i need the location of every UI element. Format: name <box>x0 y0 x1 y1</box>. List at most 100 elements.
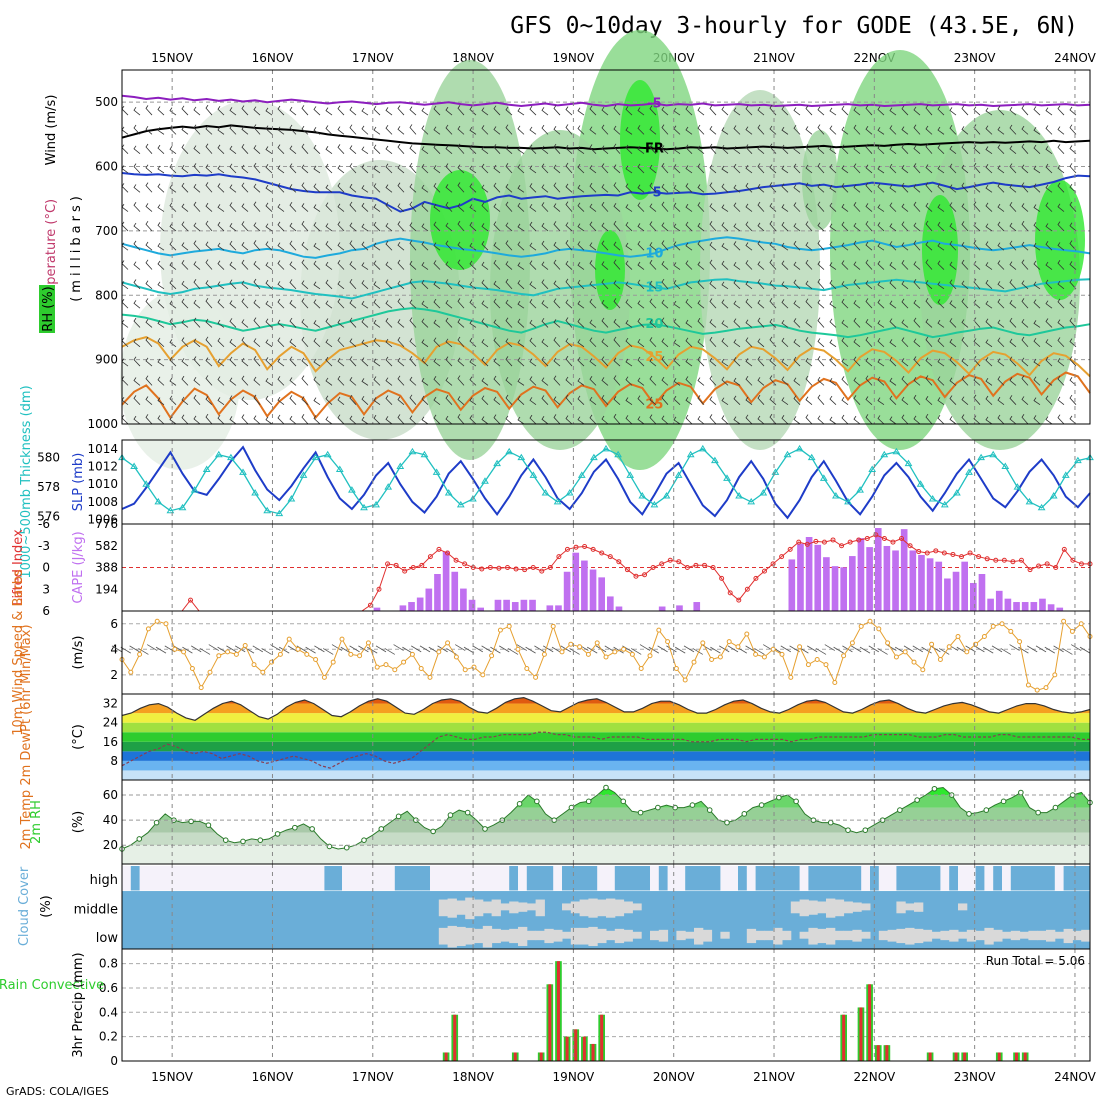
wind-barb <box>1045 279 1053 290</box>
wind-barb <box>733 163 741 174</box>
wind-barb <box>697 279 705 290</box>
wind-barb-10m <box>1000 648 1012 655</box>
wind-barb <box>565 376 573 386</box>
wind-barb <box>133 261 141 270</box>
wind-barb <box>421 395 429 405</box>
wind-barb <box>793 318 801 328</box>
wind-barb <box>745 260 753 270</box>
wind-barb <box>421 300 429 309</box>
thickness-marker <box>130 462 138 470</box>
wind-barb <box>145 182 153 193</box>
cloud-cell-high <box>861 866 871 891</box>
cloud-cell-high <box>192 866 202 891</box>
wind-barb <box>613 143 621 154</box>
wind-barb-10m <box>921 646 932 654</box>
thickness-marker <box>287 494 296 502</box>
wind-barb <box>601 261 609 270</box>
wind-barb <box>205 336 213 348</box>
upper-rh-shading <box>120 30 1085 470</box>
wind-barb <box>973 260 981 270</box>
wind-barb <box>817 278 825 290</box>
cloud-cell-high <box>799 866 809 891</box>
rh-marker <box>776 794 782 801</box>
cape-bar <box>442 551 450 611</box>
wind-barb <box>133 317 141 328</box>
wind-barb <box>1045 184 1053 193</box>
wind-barb <box>181 182 189 193</box>
wind-barb <box>721 320 729 328</box>
top-date-label: 21NOV <box>753 51 795 65</box>
cloud-cell-high <box>632 866 642 891</box>
wind-barb <box>841 203 849 212</box>
wind-marker <box>893 654 899 660</box>
wind-barb <box>337 242 345 251</box>
wind-barb <box>469 358 477 367</box>
wind-barb <box>973 394 981 405</box>
wind-barb <box>625 281 633 290</box>
isotherm-label: 15 <box>645 281 663 296</box>
wind-barb <box>1045 395 1053 405</box>
wind-barb <box>433 281 441 290</box>
wind-barb <box>181 337 189 348</box>
wind-barb <box>565 278 573 290</box>
wind-barb <box>145 375 153 386</box>
wind-barb <box>193 377 201 386</box>
wind-barb <box>289 184 297 193</box>
wind-barb <box>289 317 297 328</box>
wind-barb <box>733 416 741 425</box>
wind-barb <box>517 339 525 348</box>
wind-barb-10m <box>877 648 888 655</box>
wind-barb-10m <box>366 646 378 654</box>
thickness-marker <box>311 453 320 461</box>
wind-barb <box>181 242 189 251</box>
isotherm-label: 25 <box>645 350 663 365</box>
wind-barb <box>853 415 861 425</box>
wind-barb <box>325 146 333 154</box>
wind-barb <box>1057 396 1065 406</box>
wind-barb <box>637 223 645 232</box>
wind-barb-10m <box>261 648 272 655</box>
wind-barb <box>601 317 609 328</box>
wind-barb <box>241 396 249 405</box>
isotherm-line <box>121 172 1091 213</box>
wind-barb <box>901 126 909 135</box>
wind-barb <box>517 300 525 309</box>
wind-barb <box>757 279 765 290</box>
wind-barb <box>1069 415 1077 425</box>
cloud-cell-high <box>1054 866 1065 891</box>
cloud-cell-low <box>914 928 924 944</box>
wind-barb <box>241 259 249 270</box>
thickness-marker <box>892 447 901 455</box>
wind-barb <box>889 339 897 348</box>
wind-barb <box>433 396 441 406</box>
thickness-marker <box>214 450 223 458</box>
wind-barb <box>865 220 873 232</box>
thickness-marker <box>1025 497 1034 505</box>
wind-barb <box>841 319 849 328</box>
top-date-label: 19NOV <box>553 51 595 65</box>
wind-barb <box>913 222 921 232</box>
wind-barb <box>949 300 957 309</box>
wind-barb <box>421 357 429 367</box>
wind-barb-10m <box>1044 646 1056 654</box>
wind-barb <box>577 279 585 290</box>
wind-barb <box>565 145 573 154</box>
wind-marker <box>665 639 671 645</box>
wind-barb <box>217 319 225 328</box>
wind-barb <box>865 357 873 367</box>
wind-barb <box>781 260 789 270</box>
wind-barb <box>529 221 537 232</box>
wind-barb <box>781 106 789 116</box>
wind-barb <box>745 337 753 348</box>
wind-barb <box>421 262 429 270</box>
wind-barb <box>253 124 261 135</box>
li-marker <box>821 539 827 545</box>
wind-barb <box>193 279 201 290</box>
wind-barb <box>577 223 585 232</box>
wind-barb <box>913 124 921 135</box>
wind-barb-10m <box>727 645 739 653</box>
wind-barb <box>253 278 261 290</box>
wind-barb <box>325 163 333 174</box>
wind-barb <box>853 338 861 348</box>
cape-bar <box>823 557 830 611</box>
